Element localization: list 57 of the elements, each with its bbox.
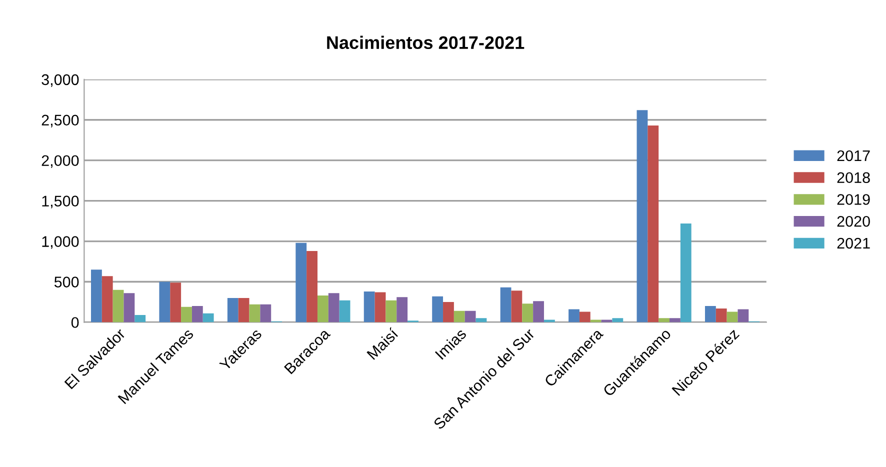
bar [249,304,260,322]
bar [522,304,534,322]
bar [738,309,749,322]
bar [476,318,487,322]
bar [579,312,590,322]
bar [464,310,476,322]
bar [202,313,214,322]
legend-label: 2021 [837,238,870,249]
bar [648,126,659,322]
bar [296,242,307,322]
bar [90,270,102,322]
chart-title: Nacimientos 2017-2021 [327,36,524,50]
bar [386,300,397,322]
bar [443,302,454,322]
bar [159,282,170,322]
bar [227,298,238,322]
bar [670,318,680,322]
bar [432,296,444,322]
bar [680,223,692,322]
bar [612,318,624,322]
bar [124,293,135,322]
bar [533,301,544,322]
bar [716,308,727,322]
bar [374,292,386,322]
legend-label: 2017 [837,150,870,162]
y-tick-label: 1,500 [42,196,79,208]
bar [636,110,648,322]
y-tick-label: 2,000 [42,155,79,168]
y-tick-label: 500 [54,276,79,288]
bar [102,276,113,322]
y-tick-label: 1,000 [42,236,79,249]
legend-label: 2018 [837,172,870,184]
bar [364,291,375,322]
bar [260,304,272,322]
bar [454,310,465,322]
bar [396,297,408,322]
bar [658,318,670,322]
legend-label: 2020 [837,216,870,227]
bar [317,296,328,322]
bar [192,306,203,322]
y-tick-label: 2,500 [42,114,79,128]
bar [170,282,182,322]
bar [568,309,580,322]
bar [181,306,192,322]
bar [726,312,738,322]
bar [238,298,250,322]
bar [328,293,340,322]
y-tick-label: 0 [71,317,79,328]
legend-label: 2019 [837,194,870,205]
bar [704,306,716,322]
bar [339,300,350,322]
y-tick-label: 3,000 [42,74,79,87]
bar [134,314,146,322]
bar [500,287,512,322]
bar [511,290,522,322]
bar [112,290,124,322]
bar [306,250,318,322]
